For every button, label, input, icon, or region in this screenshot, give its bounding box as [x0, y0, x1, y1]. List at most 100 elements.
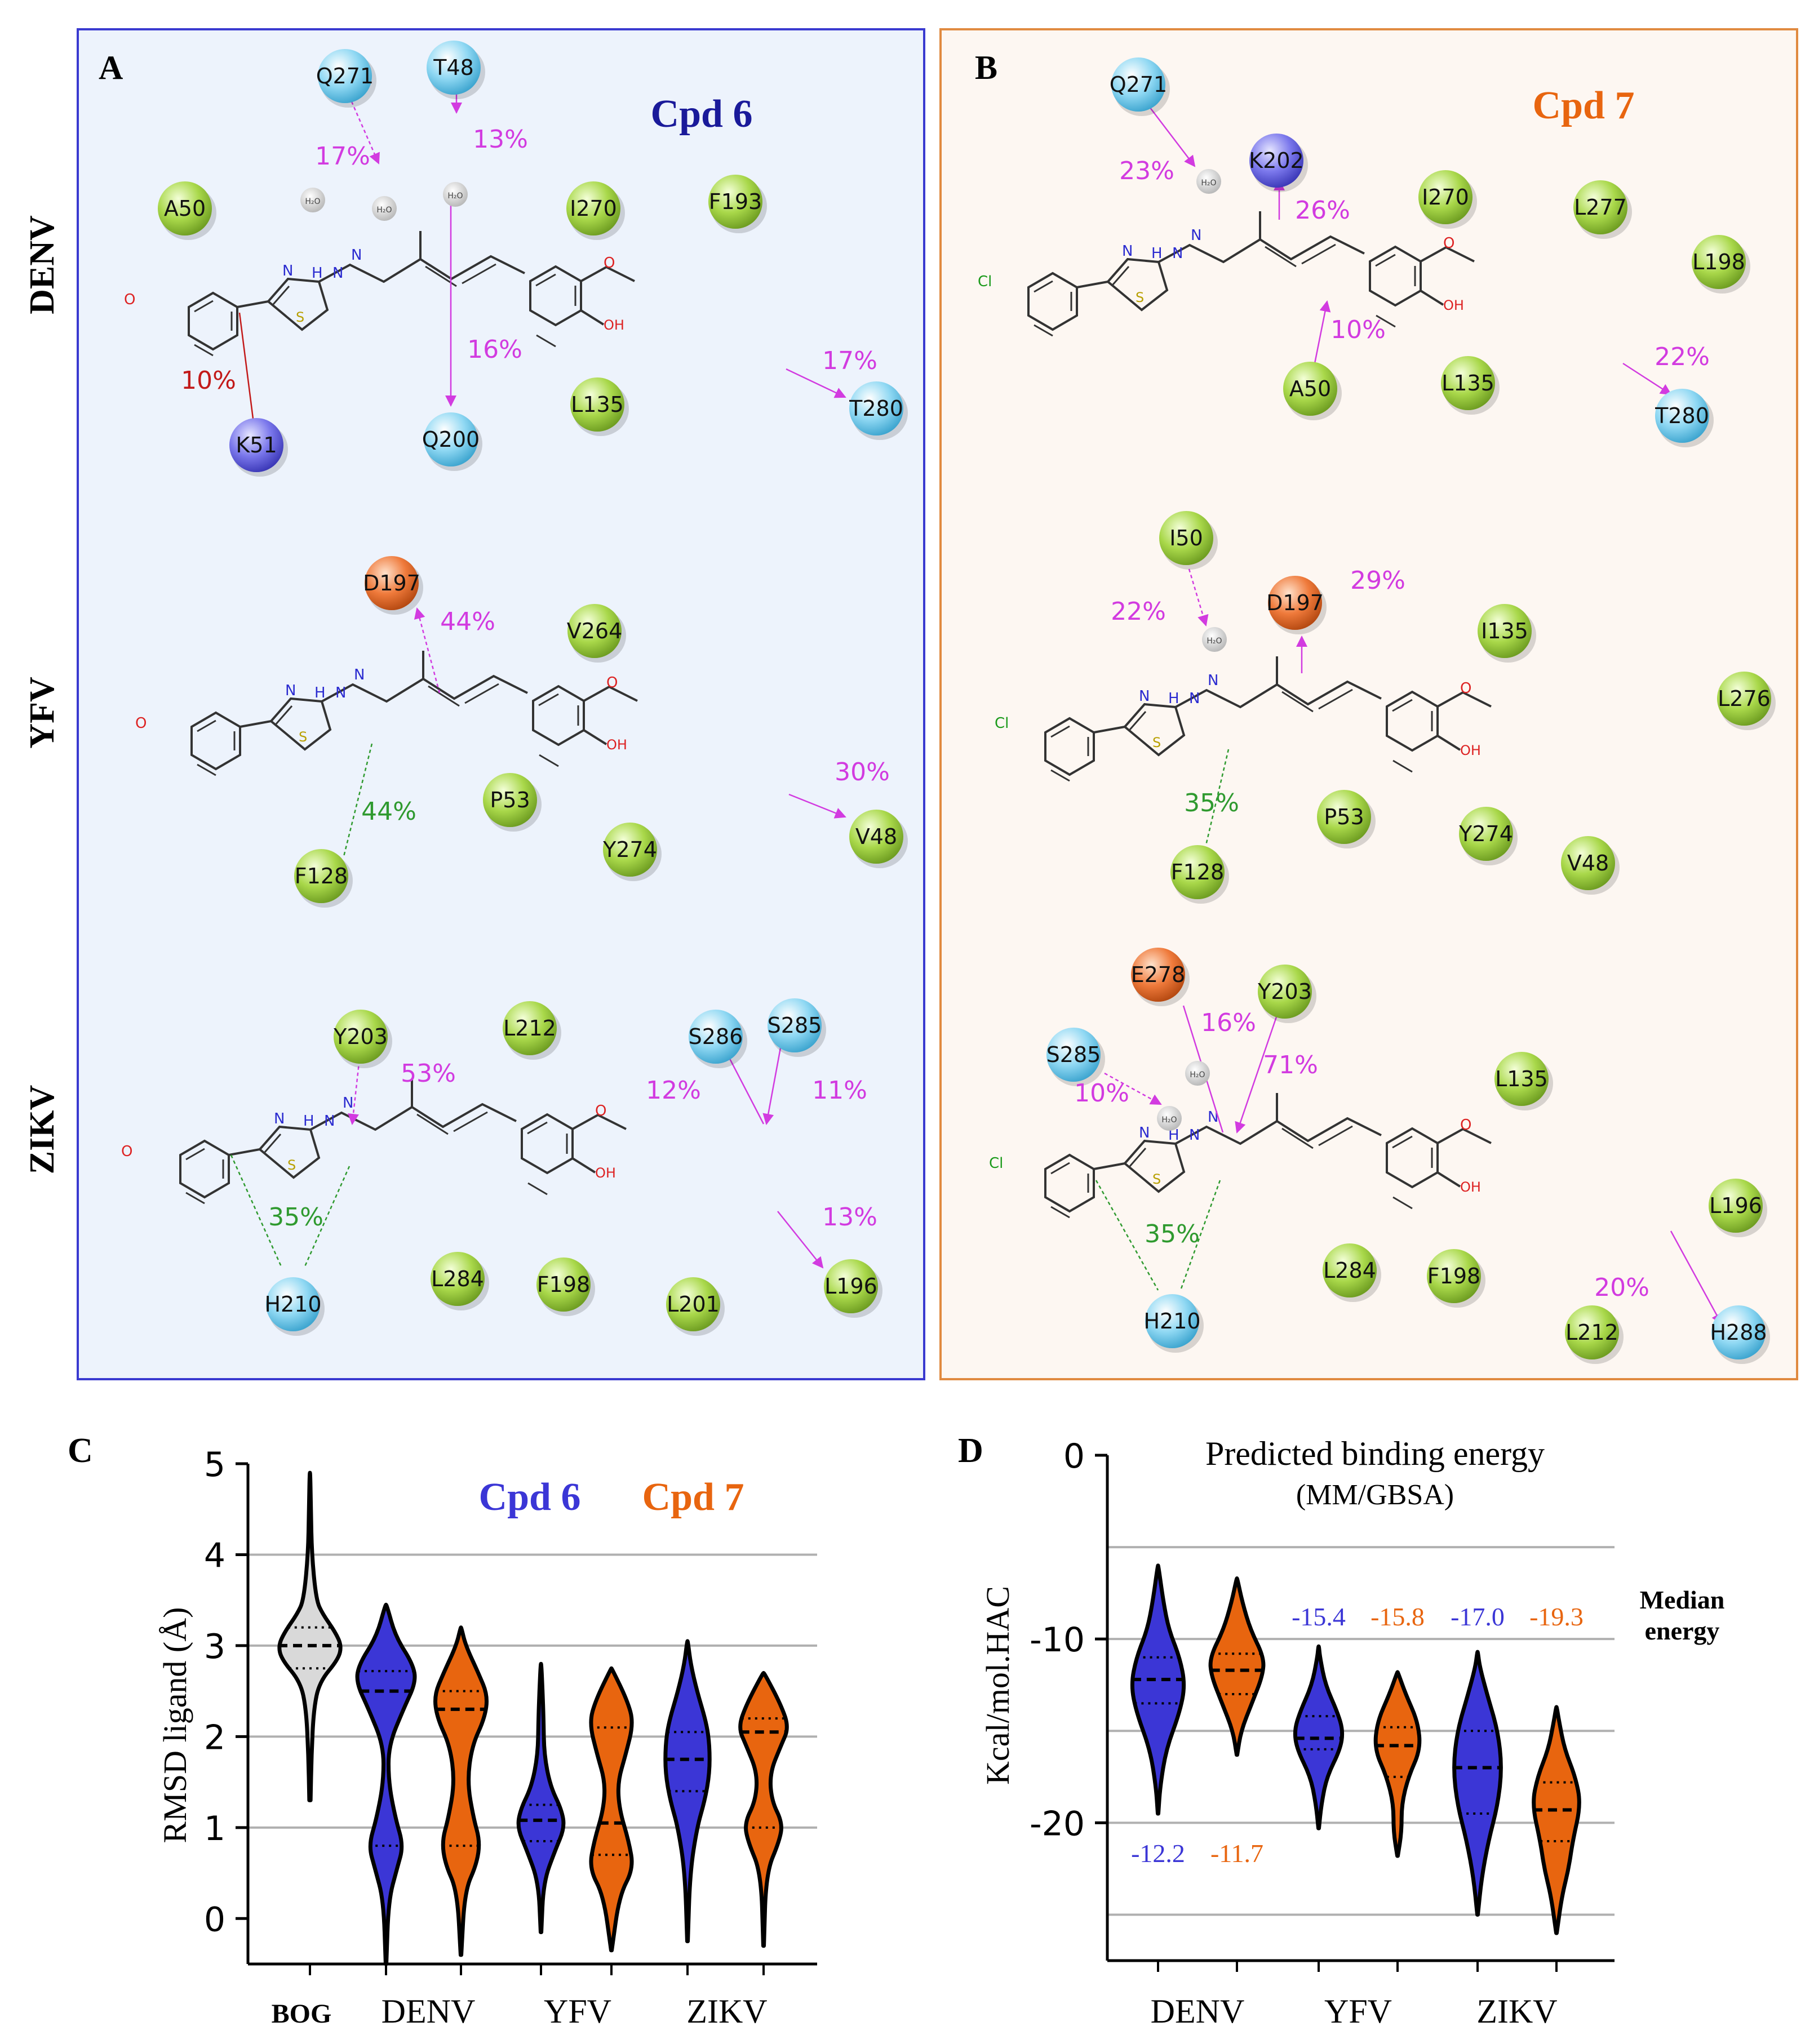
- interaction-percent: 29%: [1350, 566, 1405, 595]
- residue-k202: K202: [1249, 134, 1308, 192]
- interaction-percent: 17%: [822, 346, 877, 375]
- residue-label: Y203: [333, 1024, 388, 1049]
- residue-h288: H288: [1710, 1305, 1770, 1364]
- residue-k51: K51: [229, 418, 288, 477]
- interaction-percent: 30%: [835, 758, 890, 787]
- residue-s285: S285: [1046, 1028, 1105, 1086]
- residue-label: Q271: [316, 64, 374, 88]
- svg-text:H₂O: H₂O: [376, 206, 392, 215]
- x-category-c: DENV: [382, 1993, 476, 2030]
- residue-y203: Y203: [333, 1010, 392, 1068]
- residue-l201: L201: [666, 1277, 725, 1336]
- residue-label: L212: [503, 1016, 556, 1041]
- svg-text:O: O: [121, 1143, 132, 1160]
- residue-label: I270: [570, 196, 617, 221]
- panel-a-frame: [77, 28, 925, 1380]
- residue-label: A50: [1289, 376, 1331, 401]
- residue-f198: F198: [536, 1257, 595, 1316]
- ytick-label-c: 1: [204, 1809, 225, 1849]
- residue-l196: L196: [1709, 1179, 1767, 1237]
- residue-sphere: [1249, 134, 1303, 188]
- panel-c-letter: C: [68, 1432, 93, 1470]
- residue-sphere: [1692, 235, 1746, 289]
- residue-a50: A50: [158, 181, 216, 240]
- residue-sphere: [1323, 1243, 1377, 1298]
- residue-label: E278: [1131, 962, 1186, 987]
- residue-l284: L284: [1323, 1243, 1381, 1302]
- residue-sphere: [768, 998, 822, 1052]
- residue-sphere: [318, 49, 372, 103]
- x-category-d: ZIKV: [1476, 1993, 1557, 2030]
- residue-f128: F128: [294, 849, 353, 908]
- residue-sphere: [1111, 57, 1165, 112]
- svg-text:H₂O: H₂O: [1207, 637, 1222, 646]
- interaction-percent: 35%: [268, 1203, 323, 1232]
- residue-label: L198: [1692, 250, 1745, 274]
- median-value-label: -15.8: [1371, 1602, 1425, 1631]
- violin-yfv-cpd7: [589, 1666, 634, 1953]
- residue-label: L284: [1323, 1258, 1376, 1283]
- legend-cpd6: Cpd 6: [479, 1476, 581, 1519]
- svg-text:H₂O: H₂O: [447, 192, 463, 201]
- panel-a-letter: A: [99, 49, 123, 86]
- panel-d-letter: D: [958, 1432, 983, 1470]
- residue-label: L135: [571, 392, 624, 417]
- residue-v48: V48: [849, 810, 908, 868]
- residue-label: I50: [1169, 526, 1203, 550]
- violin-denv-cpd6: [1130, 1563, 1186, 1816]
- panel-b-letter: B: [975, 49, 997, 86]
- residue-v264: V264: [567, 604, 626, 663]
- residue-label: F198: [1427, 1264, 1480, 1288]
- svg-text:H₂O: H₂O: [1161, 1116, 1177, 1125]
- row-label-zikv: ZIKV: [23, 1085, 61, 1175]
- violin-bog-bog: [277, 1470, 343, 1802]
- molecule-a-yfv: O: [135, 650, 638, 776]
- residue-sphere: [1258, 965, 1312, 1019]
- residue-sphere: [1046, 1028, 1101, 1082]
- interaction-percent: 20%: [1594, 1273, 1649, 1302]
- residue-q271: Q271: [316, 49, 376, 108]
- residue-sphere: [824, 1259, 878, 1313]
- interaction-percent: 22%: [1655, 343, 1710, 371]
- interaction-percent: 10%: [1330, 316, 1386, 344]
- residue-q271: Q271: [1110, 57, 1170, 116]
- residue-sphere: [266, 1277, 320, 1331]
- residue-y274: Y274: [602, 823, 662, 881]
- ytick-label-d: -20: [1030, 1804, 1085, 1843]
- x-category-c: YFV: [544, 1993, 611, 2030]
- residue-h210: H210: [1143, 1294, 1204, 1353]
- chart-d: D 0 -10 -20 Kcal/mol.HAC Predicted binding en…: [958, 1432, 1724, 2030]
- violin-yfv-cpd7: [1373, 1670, 1422, 1858]
- x-category-c: ZIKV: [686, 1993, 767, 2030]
- residue-h210: H210: [264, 1277, 325, 1336]
- interaction-percent: 13%: [473, 125, 528, 154]
- ytick-label-c: 2: [204, 1718, 225, 1757]
- residue-sphere: [1283, 362, 1337, 416]
- svg-text:H₂O: H₂O: [305, 197, 320, 206]
- x-category-d: YFV: [1324, 1993, 1392, 2030]
- residue-label: A50: [164, 196, 206, 221]
- residue-l284: L284: [431, 1252, 489, 1310]
- residue-l135: L135: [570, 377, 629, 436]
- violin-yfv-cpd6: [1293, 1644, 1345, 1830]
- residue-label: F198: [537, 1272, 590, 1297]
- residue-label: P53: [1324, 805, 1364, 829]
- residue-label: Q200: [422, 427, 480, 452]
- violin-body: [738, 1670, 789, 1948]
- residue-label: K202: [1249, 148, 1303, 173]
- interaction-percent: 10%: [1074, 1079, 1129, 1108]
- violin-body: [663, 1639, 712, 1944]
- residue-d197: D197: [1266, 576, 1327, 634]
- molecule-a-denv: O: [124, 230, 636, 357]
- residue-sphere: [849, 810, 903, 864]
- x-category-c: BOG: [272, 1999, 332, 2029]
- residue-label: F128: [295, 864, 348, 888]
- median-value-label: -12.2: [1131, 1839, 1185, 1868]
- residue-label: T280: [849, 396, 903, 421]
- residue-sphere: [503, 1001, 557, 1055]
- residue-label: V264: [567, 619, 623, 643]
- residue-label: L276: [1718, 686, 1771, 711]
- interaction-percent: 22%: [1111, 597, 1166, 626]
- interaction-percent: 16%: [1201, 1008, 1256, 1037]
